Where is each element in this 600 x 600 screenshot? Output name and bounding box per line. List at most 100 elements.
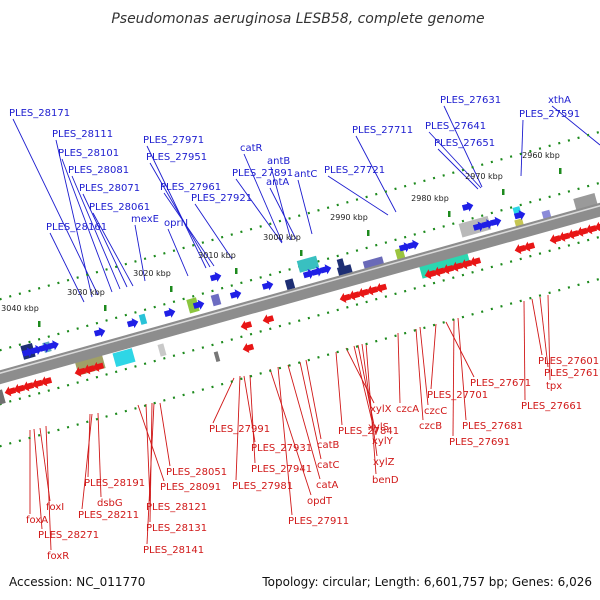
reverse-gene-label: PLES_27981	[232, 481, 293, 492]
reverse-gene-label: PLES_27911	[288, 516, 349, 527]
kbp-tick-mark	[170, 286, 173, 292]
feature-block	[336, 258, 348, 278]
kbp-tick-mark	[38, 321, 41, 327]
forward-gene-arrow	[407, 239, 419, 250]
reverse-gene-arrow	[74, 366, 87, 377]
reverse-gene-label: PLES_27691	[449, 437, 510, 448]
reverse-gene-label: catC	[317, 460, 340, 471]
kbp-tick-label: 2990 kbp	[330, 213, 368, 222]
reverse-gene-arrow	[576, 226, 589, 237]
kbp-tick-mark	[367, 230, 370, 236]
forward-gene-label: PLES_27721	[324, 165, 385, 176]
reverse-gene-label: xylY	[372, 436, 394, 447]
reverse-leader-line	[445, 321, 475, 378]
feature-block	[213, 351, 221, 363]
reverse-gene-arrow	[523, 241, 536, 252]
reverse-leader-line	[415, 328, 424, 421]
forward-gene-label: oprN	[164, 218, 188, 229]
forward-leader-line	[243, 153, 283, 243]
reverse-gene-arrow	[4, 386, 17, 397]
reverse-gene-label: foxI	[46, 502, 64, 513]
reverse-gene-label: PLES_28091	[160, 482, 221, 493]
forward-gene-label: PLES_27711	[352, 125, 413, 136]
feature-block	[112, 348, 136, 368]
reverse-leader-line	[235, 375, 241, 481]
reverse-leader-line	[335, 351, 343, 426]
reverse-leader-line	[87, 413, 91, 478]
kbp-tick-label: 2980 kbp	[411, 194, 449, 203]
reverse-leader-line	[397, 332, 401, 404]
reverse-gene-label: opdT	[307, 496, 333, 507]
forward-gene-label: PLES_27591	[519, 109, 580, 120]
forward-gene-label: PLES_27971	[143, 135, 204, 146]
outer-bottom-dotted-row	[0, 277, 600, 448]
reverse-leader-line	[145, 403, 151, 502]
reverse-leader-line	[33, 428, 43, 530]
reverse-leader-line	[287, 364, 321, 480]
reverse-gene-arrow	[40, 376, 53, 387]
reverse-gene-label: tpx	[546, 381, 562, 392]
forward-gene-arrow	[481, 219, 493, 230]
reverse-gene-arrow	[262, 314, 275, 325]
reverse-gene-label: PLES_28271	[38, 530, 99, 541]
reverse-gene-arrow	[424, 269, 437, 280]
feature-block	[284, 278, 296, 291]
genome-summary-text: Topology: circular; Length: 6,601,757 bp…	[261, 575, 592, 589]
forward-gene-arrow	[302, 269, 315, 279]
forward-leader-line	[61, 158, 113, 293]
forward-gene-label: xthA	[548, 95, 571, 106]
reverse-gene-label: catB	[317, 440, 340, 451]
forward-leader-line	[167, 228, 189, 277]
reverse-gene-label: PLES_27671	[470, 378, 531, 389]
reverse-gene-arrow	[442, 264, 455, 275]
reverse-gene-label: xylZ	[373, 457, 395, 468]
reverse-gene-label: PLES_28121	[146, 502, 207, 513]
forward-leader-line	[235, 178, 283, 244]
forward-leader-line	[82, 193, 128, 288]
forward-gene-label: PLES_28071	[79, 183, 140, 194]
reverse-leader-line	[539, 296, 549, 368]
reverse-gene-arrow	[433, 266, 446, 277]
reverse-leader-line	[531, 298, 543, 356]
kbp-tick-mark	[559, 168, 562, 174]
reverse-leader-line	[357, 344, 377, 436]
forward-leader-line	[92, 212, 134, 287]
reverse-leader-line	[97, 412, 102, 498]
forward-gene-arrow	[513, 210, 526, 221]
reverse-gene-arrow	[366, 285, 379, 296]
forward-gene-arrow	[489, 216, 502, 227]
reverse-gene-label: czcB	[419, 421, 442, 432]
forward-leader-line	[437, 148, 479, 190]
kbp-tick-label: 2960 kbp	[522, 151, 560, 160]
kbp-tick-label: 3010 kbp	[198, 251, 236, 260]
forward-gene-label: PLES_28161	[46, 222, 107, 233]
forward-leader-line	[194, 203, 233, 260]
forward-leader-line	[134, 224, 146, 282]
reverse-leader-line	[365, 342, 377, 475]
reverse-gene-arrow	[558, 231, 571, 242]
reverse-gene-label: foxR	[47, 551, 69, 562]
inner-bottom-dotted-row	[0, 235, 600, 406]
forward-leader-line	[49, 232, 85, 303]
feature-block	[210, 293, 222, 307]
reverse-gene-label: czcA	[396, 404, 419, 415]
forward-gene-label: mexE	[131, 214, 159, 225]
forward-leader-line	[269, 187, 297, 240]
reverse-leader-line	[457, 317, 467, 421]
reverse-gene-label: foxA	[26, 515, 48, 526]
reverse-gene-arrow	[514, 244, 527, 255]
forward-gene-arrow	[38, 342, 51, 353]
gene-arrows	[4, 201, 600, 397]
kbp-tick-label: 2970 kbp	[465, 172, 503, 181]
reverse-gene-label: PLES_28141	[143, 545, 204, 556]
reverse-gene-label: PLES_27611	[544, 368, 600, 379]
reverse-gene-label: PLES_27661	[521, 401, 582, 412]
forward-gene-label: antB	[267, 156, 290, 167]
reverse-gene-label: PLES_28191	[84, 478, 145, 489]
feature-block	[138, 313, 148, 325]
reverse-leader-line	[345, 347, 375, 404]
reverse-gene-arrow	[594, 221, 600, 232]
forward-leader-line	[163, 192, 215, 267]
forward-gene-arrow	[472, 221, 485, 232]
reverse-gene-arrow	[567, 229, 580, 240]
